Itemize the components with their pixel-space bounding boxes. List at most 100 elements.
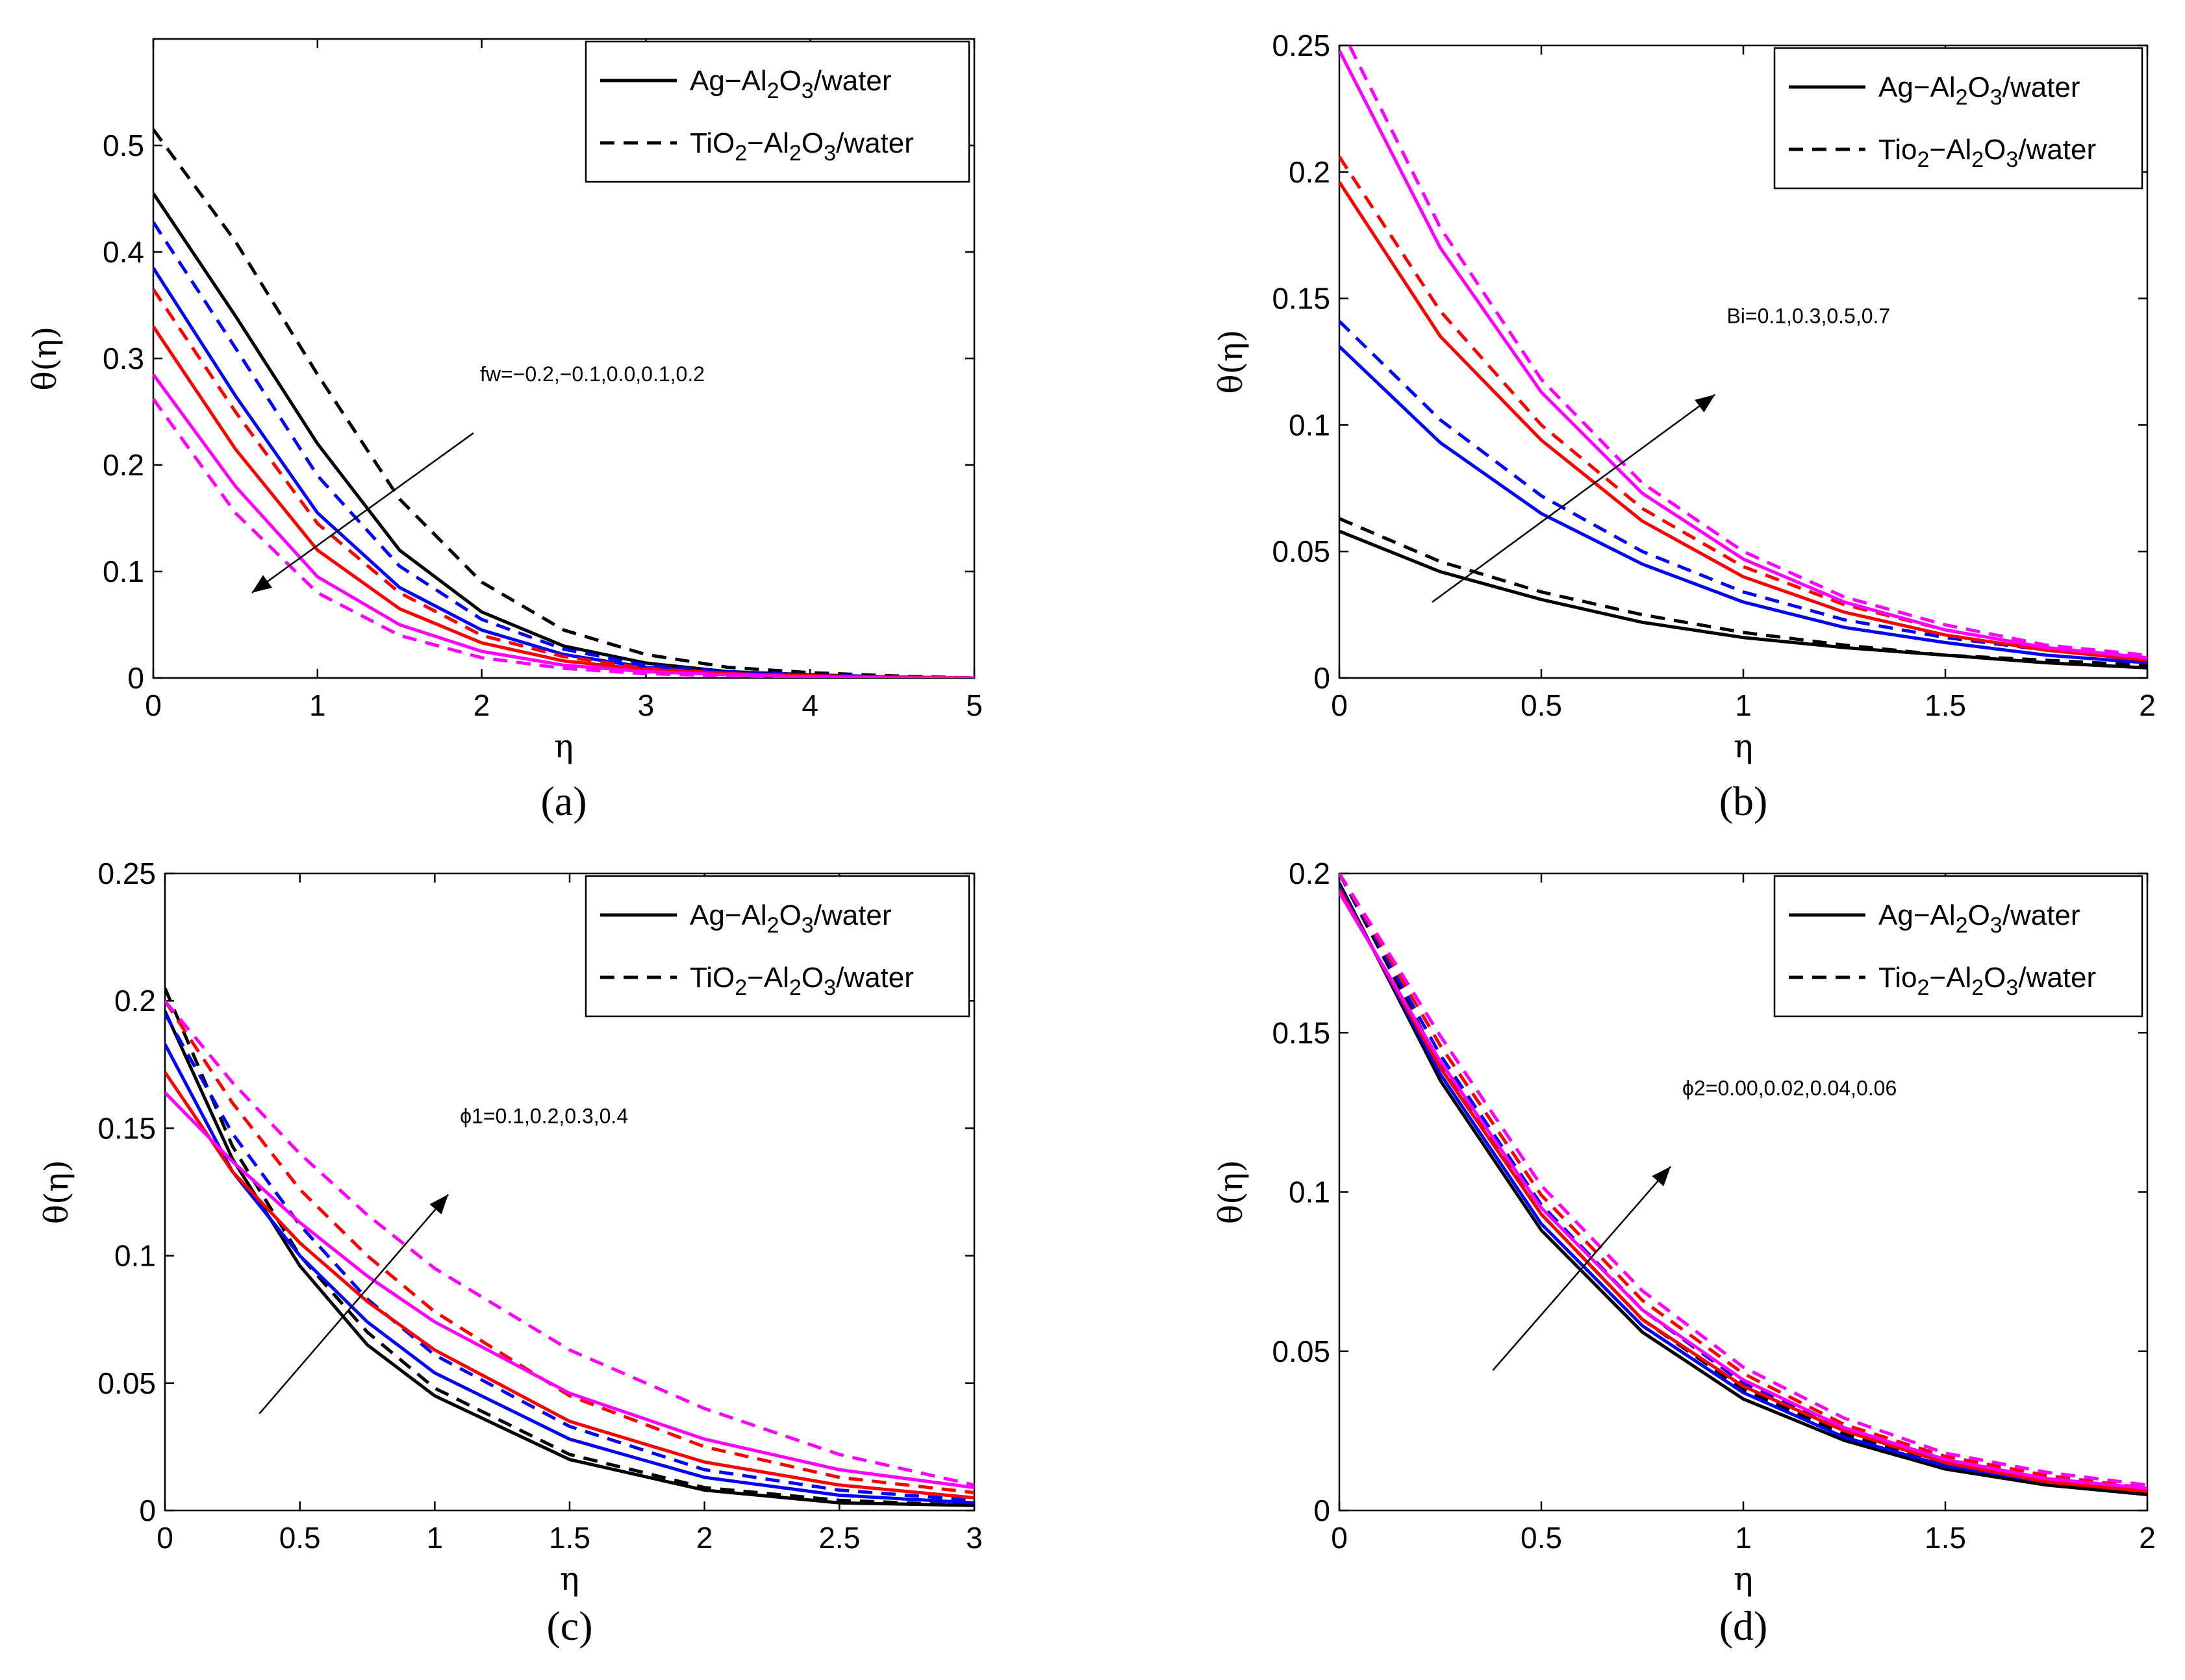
series-line-1 [1339, 882, 2147, 1496]
legend-box [585, 40, 970, 183]
panel-caption: (d) [1719, 1603, 1768, 1649]
series-line-1 [1339, 529, 2147, 670]
x-tick-label: 2.5 [818, 1521, 860, 1555]
x-tick-label: 0 [145, 688, 162, 722]
y-tick-label: 0 [139, 1494, 156, 1527]
panel-b: 0 0.5 1 1.5 2 0 0.05 0.1 0.15 0.2 0.25 η θ(η) Bi=0.1,… [1212, 29, 2156, 824]
legend-label: Ag−Al2O3/water [690, 65, 892, 103]
panel-c: 0 0.5 1 1.5 2 2.5 3 0 0.05 0.1 0.15 0.2 0.25 η θ(η) ϕ1=… [38, 857, 983, 1649]
x-tick-label: 1.5 [1925, 1521, 1966, 1555]
legend: Ag−Al2O3/water TiO2−Al2O3/water [585, 40, 970, 183]
annotation-arrowhead [1652, 1166, 1671, 1186]
y-tick-label: 0.1 [1289, 1175, 1330, 1209]
y-tick-label: 0.2 [103, 448, 144, 482]
y-tick-label: 0.5 [103, 129, 144, 162]
series-line-6 [1339, 873, 2147, 1490]
y-tick-label: 0.3 [103, 342, 144, 375]
panel-d: 0 0.5 1 1.5 2 0 0.05 0.1 0.15 0.2 η θ(η) ϕ2=0.00,0.0… [1212, 857, 2156, 1649]
legend-box [585, 875, 970, 1018]
legend-label: Tio2−Al2O3/water [1878, 134, 2096, 172]
panel-caption: (c) [546, 1603, 592, 1649]
x-axis-label: η [1734, 727, 1753, 765]
x-tick-label: 3 [638, 688, 655, 722]
y-tick-label: 0.05 [1272, 1335, 1330, 1368]
series-line-8 [1339, 873, 2147, 1487]
x-tick-label: 1 [427, 1521, 444, 1555]
x-tick-label: 3 [966, 1521, 983, 1555]
legend-box [1773, 47, 2143, 190]
y-tick-label: 0.15 [97, 1111, 156, 1145]
y-tick-label: 0.05 [1272, 534, 1330, 568]
annotation-label: ϕ2=0.00,0.02,0.04,0.06 [1682, 1076, 1897, 1099]
legend-label: Ag−Al2O3/water [1878, 899, 2080, 938]
legend-label: Tio2−Al2O3/water [1878, 962, 2096, 1000]
y-tick-label: 0.1 [103, 555, 144, 588]
annotation-arrowhead [251, 575, 273, 593]
series-line-8 [1347, 45, 2147, 657]
series-line-2 [153, 128, 974, 678]
annotation-label: fw=−0.2,−0.1,0.0,0.1,0.2 [480, 362, 705, 386]
legend-label: Ag−Al2O3/water [1878, 71, 2080, 110]
series-line-4 [165, 1012, 974, 1502]
x-tick-label: 0.5 [279, 1521, 321, 1555]
series-line-8 [165, 999, 974, 1487]
x-tick-label: 2 [2139, 688, 2156, 722]
series-line-5 [165, 1071, 974, 1499]
series-line-5 [1339, 181, 2147, 662]
legend: Ag−Al2O3/water Tio2−Al2O3/water [1773, 47, 2143, 190]
y-tick-label: 0 [127, 661, 144, 695]
legend-box [1773, 875, 2143, 1018]
y-tick-label: 0.05 [97, 1366, 156, 1400]
x-tick-label: 0.5 [1521, 1521, 1562, 1555]
annotation-label: ϕ1=0.1,0.2,0.3,0.4 [460, 1104, 628, 1127]
series-line-7 [1339, 49, 2147, 660]
y-axis-label: θ(η) [38, 1160, 75, 1224]
annotation-arrow [1492, 1166, 1671, 1372]
y-axis-label: θ(η) [26, 326, 64, 390]
x-tick-label: 0 [1331, 1521, 1348, 1555]
annotation-arrow [259, 1194, 449, 1414]
x-tick-label: 1.5 [549, 1521, 590, 1555]
series-line-3 [165, 1043, 974, 1505]
panel-caption: (b) [1719, 778, 1768, 824]
y-tick-label: 0.4 [103, 235, 144, 269]
x-tick-label: 0 [1331, 688, 1348, 722]
series-line-6 [1339, 156, 2147, 660]
x-tick-label: 2 [696, 1521, 713, 1555]
y-tick-label: 0.25 [97, 857, 156, 890]
legend-label: TiO2−Al2O3/water [690, 962, 914, 1000]
x-tick-label: 5 [966, 688, 983, 722]
x-tick-label: 2 [2139, 1521, 2156, 1555]
annotation-label: Bi=0.1,0.3,0.5,0.7 [1726, 305, 1890, 328]
series-line-4 [153, 221, 974, 678]
x-tick-label: 1.5 [1925, 688, 1966, 722]
series-line-5 [1339, 888, 2147, 1494]
x-tick-label: 4 [802, 688, 818, 722]
y-tick-label: 0.2 [114, 984, 156, 1018]
legend-label: Ag−Al2O3/water [690, 899, 892, 938]
legend-label: TiO2−Al2O3/water [690, 127, 914, 166]
x-tick-label: 1 [1735, 688, 1752, 722]
x-tick-label: 1 [1735, 1521, 1752, 1555]
series-line-3 [1339, 345, 2147, 665]
y-tick-label: 0 [1313, 661, 1330, 695]
y-tick-label: 0.2 [1289, 857, 1330, 890]
annotation-arrowhead [1695, 394, 1715, 413]
x-axis-label: η [560, 1560, 579, 1598]
y-tick-label: 0.2 [1289, 155, 1330, 189]
legend: Ag−Al2O3/water Tio2−Al2O3/water [1773, 875, 2143, 1018]
y-axis-label: θ(η) [1212, 329, 1250, 394]
panel-caption: (a) [540, 778, 587, 824]
series-line-7 [165, 1091, 974, 1490]
y-axis-label: θ(η) [1212, 1160, 1250, 1224]
annotation-arrow [1432, 394, 1716, 603]
y-tick-label: 0.15 [1272, 1016, 1330, 1049]
panel-a: 0 1 2 3 4 5 0 0.1 0.2 0.3 0.4 0.5 η θ(η) fw=−0.2,−0.1,… [26, 38, 983, 824]
annotation-arrowhead [429, 1194, 449, 1214]
y-tick-label: 0 [1313, 1494, 1330, 1527]
x-tick-label: 0 [157, 1521, 173, 1555]
y-tick-label: 0.1 [114, 1239, 156, 1273]
series-line-7 [1339, 892, 2147, 1490]
series-line-7 [153, 373, 974, 678]
